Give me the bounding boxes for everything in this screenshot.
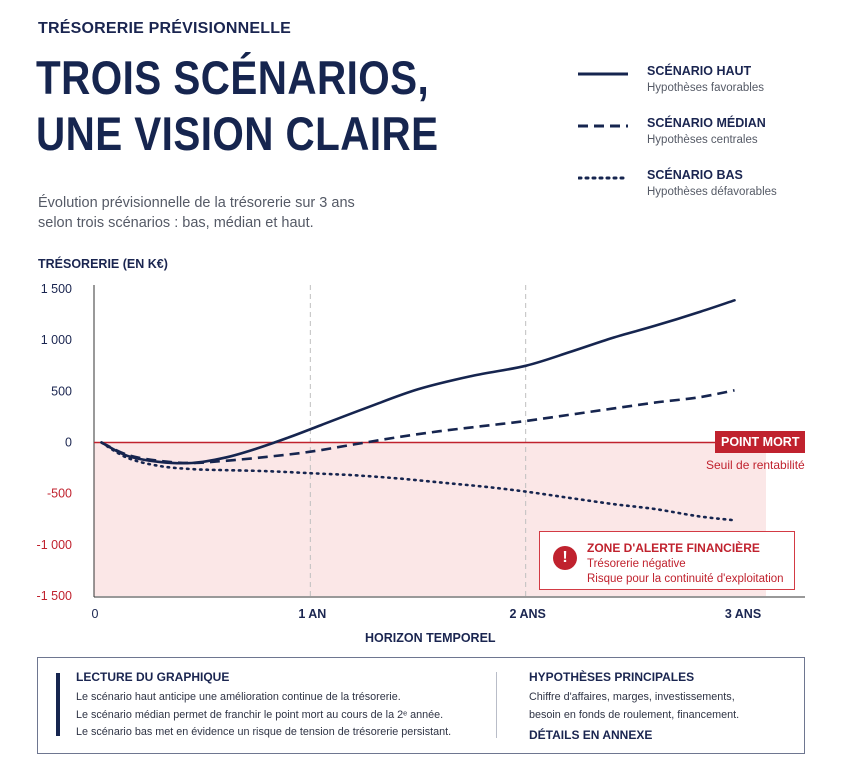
alert-title: ZONE D'ALERTE FINANCIÈRE xyxy=(587,541,760,555)
x-tick-label: 2 ANS xyxy=(509,607,545,621)
exclamation-icon: ! xyxy=(553,546,577,570)
x-tick-label: 1 AN xyxy=(298,607,326,621)
y-tick-label: -1 000 xyxy=(37,538,72,552)
y-tick-label: 1 500 xyxy=(41,282,72,296)
legend-swatch-dotted xyxy=(578,176,628,180)
subtitle: Évolution prévisionnelle de la trésoreri… xyxy=(38,193,418,233)
x-axis-title: HORIZON TEMPOREL xyxy=(365,631,496,645)
legend-name: SCÉNARIO MÉDIAN xyxy=(647,116,766,130)
legend-desc: Hypothèses défavorables xyxy=(647,186,777,198)
y-tick-label: -1 500 xyxy=(37,589,72,603)
legend-item-haut: SCÉNARIO HAUT Hypothèses favorables xyxy=(578,62,828,114)
accent-bar xyxy=(56,673,60,736)
eyebrow-title: TRÉSORERIE PRÉVISIONNELLE xyxy=(38,20,292,37)
series-line-bas xyxy=(100,441,736,522)
hypotheses-title: HYPOTHÈSES PRINCIPALES xyxy=(529,670,695,684)
headline-line-1: TROIS SCÉNARIOS, xyxy=(36,51,430,104)
headline: TROIS SCÉNARIOS, UNE VISION CLAIRE xyxy=(36,50,439,162)
panel-divider xyxy=(496,672,497,738)
y-tick-label: 1 000 xyxy=(41,333,72,347)
annex-link[interactable]: DÉTAILS EN ANNEXE xyxy=(529,728,653,742)
hypotheses-line-1: Chiffre d'affaires, marges, investisseme… xyxy=(529,691,735,703)
reading-line-3: Le scénario bas met en évidence un risqu… xyxy=(76,726,452,738)
legend-swatch-solid xyxy=(578,72,628,76)
series-line-haut xyxy=(100,299,736,465)
reading-line-1: Le scénario haut anticipe une améliorati… xyxy=(76,691,401,703)
hypotheses-line-2: besoin en fonds de roulement, financemen… xyxy=(529,709,740,721)
legend-desc: Hypothèses centrales xyxy=(647,134,758,146)
y-tick-label: 0 xyxy=(65,436,72,450)
headline-line-2: UNE VISION CLAIRE xyxy=(36,107,439,160)
reading-line-2: Le scénario médian permet de franchir le… xyxy=(76,709,444,721)
x-tick-label: 0 xyxy=(92,607,99,621)
alert-line-1: Trésorerie négative xyxy=(587,558,686,570)
legend-name: SCÉNARIO BAS xyxy=(647,168,743,182)
x-tick-label: 3 ANS xyxy=(725,607,761,621)
series-line-median xyxy=(100,389,735,465)
legend-desc: Hypothèses favorables xyxy=(647,82,764,94)
subtitle-line-2: selon trois scénarios : bas, médian et h… xyxy=(38,215,314,231)
y-tick-label: -500 xyxy=(47,487,72,501)
breakeven-subtitle: Seuil de rentabilité xyxy=(706,458,805,472)
legend-name: SCÉNARIO HAUT xyxy=(647,64,752,78)
legend-item-bas: SCÉNARIO BAS Hypothèses défavorables xyxy=(578,166,828,218)
alert-line-2: Risque pour la continuité d'exploitation xyxy=(587,573,784,585)
alert-box: ! ZONE D'ALERTE FINANCIÈRE Trésorerie né… xyxy=(539,531,795,590)
subtitle-line-1: Évolution prévisionnelle de la trésoreri… xyxy=(38,195,355,211)
reading-panel: LECTURE DU GRAPHIQUE Le scénario haut an… xyxy=(37,657,805,754)
legend: SCÉNARIO HAUT Hypothèses favorables SCÉN… xyxy=(578,62,828,218)
y-axis-title: TRÉSORERIE (EN K€) xyxy=(38,257,168,271)
breakeven-tag: POINT MORT xyxy=(715,431,806,453)
y-tick-label: 500 xyxy=(51,384,72,398)
legend-item-median: SCÉNARIO MÉDIAN Hypothèses centrales xyxy=(578,114,828,166)
legend-swatch-dashed xyxy=(578,124,628,128)
reading-title: LECTURE DU GRAPHIQUE xyxy=(76,670,230,684)
